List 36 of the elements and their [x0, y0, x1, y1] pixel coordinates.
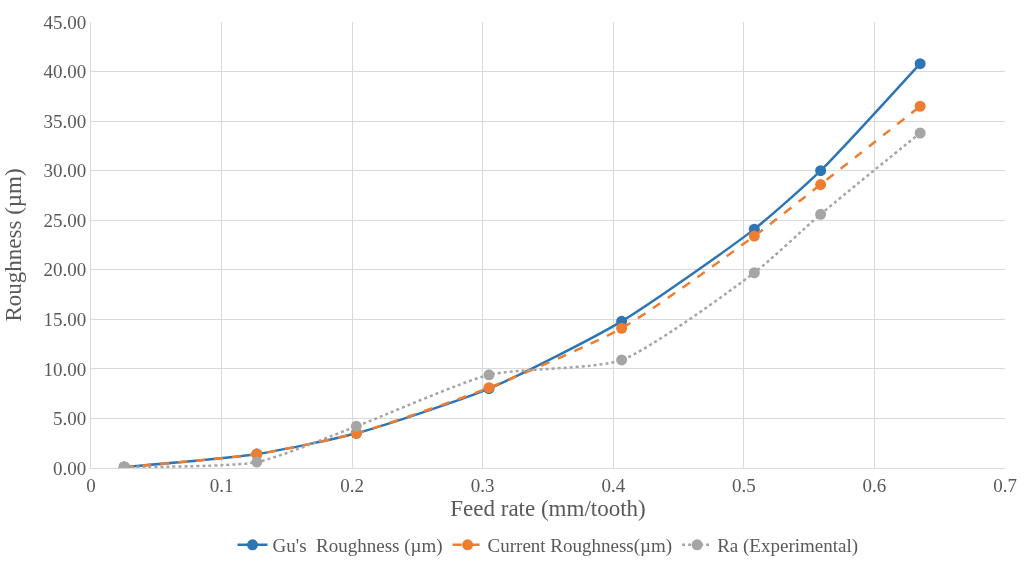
y-tick-label: 15.00 [43, 308, 87, 330]
y-tick-label: 0.00 [52, 457, 87, 479]
point [815, 179, 827, 191]
y-tick-label: 20.00 [43, 259, 87, 281]
point [914, 58, 926, 70]
point [748, 230, 760, 242]
point [815, 165, 827, 177]
x-tick-label: 0 [86, 474, 96, 496]
legend-label: Gu's Roughness (µm) [272, 535, 443, 558]
x-tick-label: 0.6 [862, 474, 887, 496]
legend-label: Ra (Experimental) [717, 535, 859, 558]
point [815, 208, 827, 220]
point [251, 456, 263, 468]
x-axis-title: Feed rate (mm/tooth) [450, 495, 646, 521]
point [914, 100, 926, 112]
x-tick-label: 0.7 [993, 474, 1017, 496]
x-tick-label: 0.3 [470, 474, 495, 496]
y-axis-title: Roughness (µm) [0, 168, 26, 322]
point [748, 267, 760, 279]
legend-label: Current Roughness(µm) [487, 535, 673, 558]
point [350, 420, 362, 432]
y-tick-label: 30.00 [43, 160, 87, 182]
x-tick-label: 0.2 [340, 474, 365, 496]
y-tick-label: 35.00 [43, 110, 87, 132]
point [483, 369, 495, 381]
x-tick-label: 0.4 [601, 474, 626, 496]
y-tick-label: 5.00 [52, 408, 87, 430]
point [914, 127, 926, 139]
point [616, 322, 628, 334]
x-tick-label: 0.1 [209, 474, 234, 496]
y-tick-label: 10.00 [43, 358, 87, 380]
point [616, 354, 628, 366]
y-tick-label: 45.00 [43, 11, 87, 33]
y-tick-label: 25.00 [43, 209, 87, 231]
x-tick-label: 0.5 [731, 474, 756, 496]
y-tick-label: 40.00 [43, 61, 87, 83]
